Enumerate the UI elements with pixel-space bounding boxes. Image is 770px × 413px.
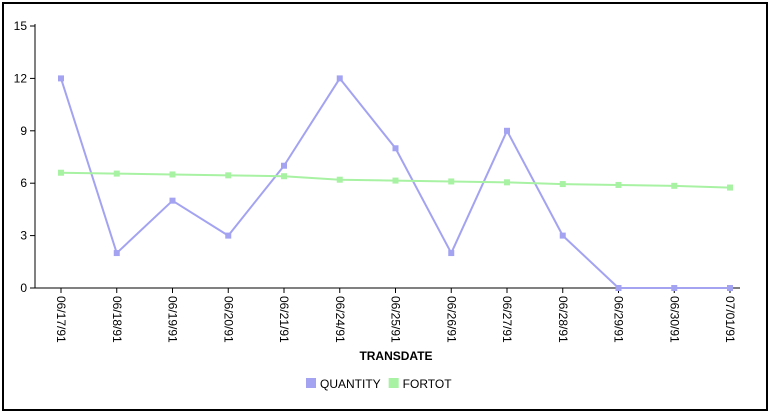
data-point bbox=[448, 178, 455, 185]
x-tick-label: 06/17/91 bbox=[54, 296, 68, 343]
series-quantity bbox=[58, 75, 733, 291]
y-tick-label: 6 bbox=[20, 176, 27, 190]
data-point bbox=[504, 127, 510, 134]
legend-swatch-quantity bbox=[306, 378, 316, 388]
data-point bbox=[392, 177, 399, 184]
data-point bbox=[727, 285, 733, 291]
legend-label-quantity: QUANTITY bbox=[320, 377, 381, 391]
y-axis: 0 3 6 9 12 15 bbox=[14, 19, 36, 295]
legend-label-fortot: FORTOT bbox=[403, 377, 453, 391]
x-tick-label: 06/25/91 bbox=[389, 296, 403, 343]
x-tick-label: 06/27/91 bbox=[500, 296, 514, 343]
x-axis-title: TRANSDATE bbox=[359, 349, 432, 363]
data-point bbox=[58, 169, 64, 176]
series-layer bbox=[58, 75, 733, 291]
x-tick-label: 06/26/91 bbox=[444, 296, 458, 343]
data-point bbox=[169, 197, 176, 204]
x-tick-label: 06/19/91 bbox=[166, 296, 180, 343]
y-tick-label: 0 bbox=[20, 281, 27, 295]
data-point bbox=[169, 171, 176, 178]
data-point bbox=[504, 179, 510, 186]
data-point bbox=[671, 285, 678, 291]
series-fortot bbox=[58, 169, 733, 191]
data-point bbox=[225, 232, 232, 239]
x-axis: 06/17/91 06/18/91 06/19/91 06/20/91 06/21/91… bbox=[35, 287, 740, 343]
y-tick-label: 9 bbox=[20, 124, 27, 138]
data-point bbox=[58, 75, 64, 82]
data-point bbox=[225, 172, 232, 179]
data-point bbox=[281, 162, 287, 169]
x-tick-label: 06/24/91 bbox=[333, 296, 347, 343]
data-point bbox=[281, 173, 287, 180]
y-tick-label: 15 bbox=[14, 19, 28, 33]
data-point bbox=[615, 285, 622, 291]
legend-swatch-fortot bbox=[388, 378, 399, 388]
data-point bbox=[615, 181, 622, 188]
data-point bbox=[559, 181, 566, 188]
data-point bbox=[336, 75, 343, 82]
x-tick-label: 06/21/91 bbox=[277, 296, 291, 343]
x-tick-label: 06/18/91 bbox=[110, 296, 124, 343]
data-point bbox=[727, 184, 733, 191]
data-point bbox=[113, 170, 120, 177]
x-tick-label: 07/01/91 bbox=[723, 296, 737, 343]
data-point bbox=[113, 250, 120, 257]
data-point bbox=[448, 250, 455, 257]
data-point bbox=[392, 145, 399, 152]
x-tick-label: 06/29/91 bbox=[612, 296, 626, 343]
y-tick-label: 12 bbox=[14, 71, 28, 85]
data-point bbox=[671, 182, 678, 189]
y-tick-label: 3 bbox=[20, 229, 27, 243]
data-point bbox=[336, 176, 343, 183]
x-tick-label: 06/28/91 bbox=[556, 296, 570, 343]
x-tick-label: 06/30/91 bbox=[667, 296, 681, 343]
legend: QUANTITY FORTOT bbox=[306, 377, 452, 391]
x-tick-label: 06/20/91 bbox=[221, 296, 235, 343]
data-point bbox=[559, 232, 566, 239]
